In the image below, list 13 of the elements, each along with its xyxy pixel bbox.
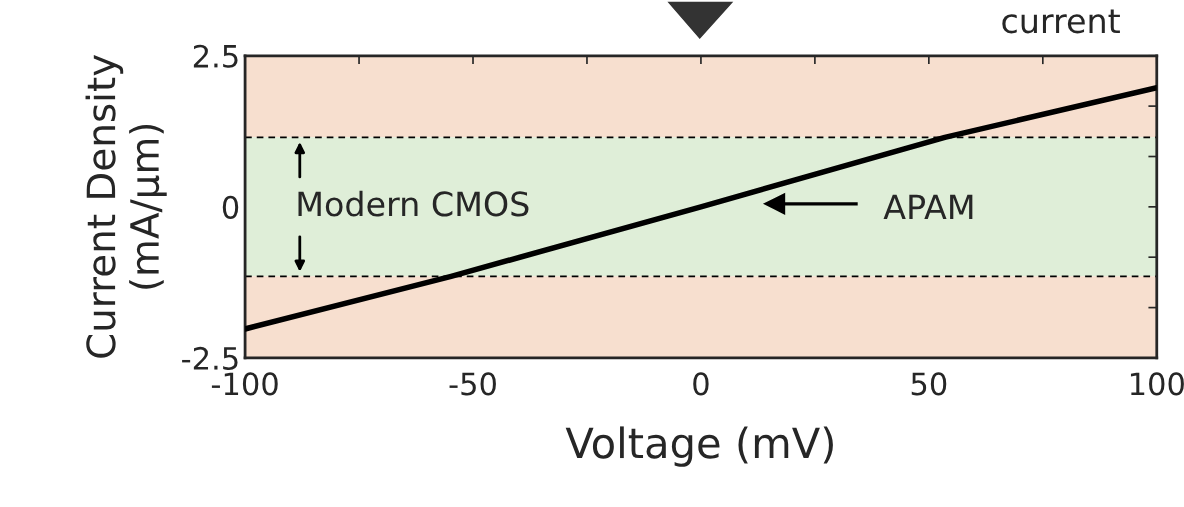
y-tick-label: 0	[222, 195, 239, 219]
x-tick-label: 50	[911, 372, 947, 396]
text: current	[1002, 9, 1120, 34]
x-tick-label: -100	[211, 372, 278, 396]
annotation: APAM	[883, 194, 973, 220]
y-tick-label: 2.5	[193, 44, 238, 68]
y-axis-title: Current Density (mA/µm)	[85, 54, 167, 358]
x-tick-label: 0	[693, 372, 709, 396]
x-tick-label: 100	[1130, 372, 1184, 396]
annotation: Modern CMOS	[298, 190, 529, 217]
x-tick-label: -50	[449, 372, 496, 396]
x-axis-title: Voltage (mV)	[565, 426, 833, 467]
y-tick-label: -2.5	[182, 346, 238, 370]
